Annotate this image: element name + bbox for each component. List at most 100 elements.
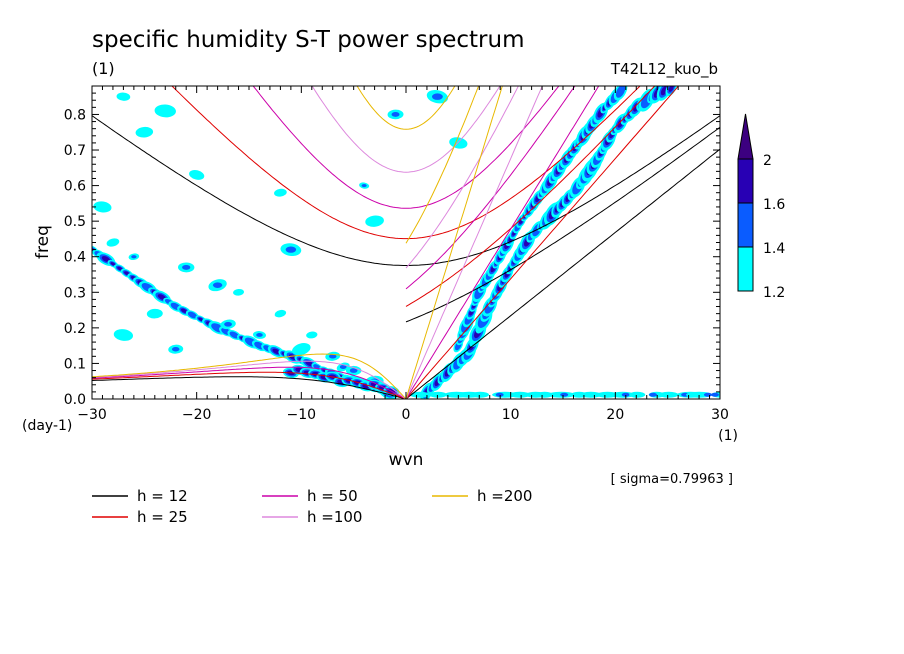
y-tick-label: 0.1 xyxy=(64,356,86,372)
contour-blob xyxy=(349,368,358,373)
y-tick-label: 0.6 xyxy=(64,179,86,195)
dispersion-curve xyxy=(92,360,407,399)
contour-blob xyxy=(274,309,287,318)
dispersion-curve xyxy=(92,115,720,266)
colorbar-label: 1.2 xyxy=(763,285,785,301)
contour-blob xyxy=(106,238,120,247)
contour-blob xyxy=(536,391,553,398)
contour-blob xyxy=(93,201,112,213)
contour-blob xyxy=(117,266,123,271)
x-axis: −30 −20 −10 0 10 20 30 xyxy=(77,86,729,423)
contour-blob xyxy=(409,391,430,398)
contour-blob xyxy=(224,321,232,327)
contour-blob xyxy=(495,392,504,397)
contour-blob xyxy=(256,333,263,337)
dispersion-curve xyxy=(92,366,407,399)
y-tick-label: 0.0 xyxy=(64,392,86,408)
dispersion-curve xyxy=(171,86,641,240)
contour-blob xyxy=(658,391,679,398)
dispersion-curve xyxy=(405,86,519,269)
x-tick-label: −30 xyxy=(77,407,107,423)
dispersion-curve xyxy=(405,86,576,290)
dispersion-curve xyxy=(405,86,656,307)
contour-blob xyxy=(113,329,134,341)
contour-blob xyxy=(116,92,131,101)
contour-blob xyxy=(182,264,191,270)
y-tick-label: 0.5 xyxy=(64,214,86,230)
contour-blob xyxy=(579,391,602,398)
colorbar-segment xyxy=(737,246,754,292)
x-unit-label: (1) xyxy=(718,428,738,444)
legend-label: h =200 xyxy=(477,487,532,505)
contour-blob xyxy=(621,392,630,397)
contour-blob xyxy=(339,364,347,369)
colorbar-label: 1.6 xyxy=(763,197,785,213)
contour-blob xyxy=(361,184,367,188)
contour-blob xyxy=(154,104,176,118)
contour-blob xyxy=(432,93,443,100)
y-tick-label: 0.7 xyxy=(64,143,86,159)
colorbar-segment xyxy=(737,202,754,248)
contour-blob xyxy=(509,391,531,398)
chart-title: specific humidity S-T power spectrum xyxy=(92,27,524,53)
colorbar-label: 2 xyxy=(763,153,772,169)
legend-label: h = 25 xyxy=(137,508,188,526)
dispersion-curve xyxy=(405,86,543,399)
contour-blob xyxy=(198,317,204,322)
contour-blob xyxy=(101,256,111,263)
contour-blob xyxy=(328,354,337,359)
contour-blob xyxy=(703,392,712,397)
dispersion-curves xyxy=(92,86,720,399)
dispersion-curve xyxy=(405,126,720,323)
contour-blob xyxy=(710,392,719,397)
contour-blob xyxy=(212,282,223,288)
contour-blob xyxy=(292,343,311,356)
contour-blob xyxy=(274,188,287,197)
legend: h = 12 h = 25 h = 50 h =100 h =200 xyxy=(92,487,532,526)
dispersion-curve xyxy=(405,86,600,399)
contour-blob xyxy=(187,311,198,319)
x-tick-label: 30 xyxy=(711,407,729,423)
contour-blob xyxy=(229,331,240,339)
contour-blob xyxy=(233,288,245,296)
x-tick-label: −20 xyxy=(182,407,212,423)
dispersion-curve xyxy=(92,353,407,399)
y-tick-label: 0.2 xyxy=(64,321,86,337)
contour-blob xyxy=(471,391,490,398)
legend-label: h =100 xyxy=(307,508,362,526)
dispersion-curve xyxy=(92,376,407,399)
x-axis-title: wvn xyxy=(389,450,424,470)
colorbar-segment xyxy=(737,158,754,204)
contour-blob xyxy=(135,126,154,138)
sigma-annotation: [ sigma=0.79963 ] xyxy=(611,472,733,487)
run-label: T42L12_kuo_b xyxy=(610,60,718,79)
x-tick-label: 0 xyxy=(402,407,411,423)
contour-blob xyxy=(180,308,188,314)
contour-blob xyxy=(189,170,205,180)
dispersion-curve xyxy=(405,86,503,399)
contour-blob xyxy=(306,331,318,339)
y-tick-label: 0.8 xyxy=(64,107,86,123)
dispersion-curve xyxy=(92,371,407,399)
contour-blob xyxy=(560,392,569,397)
colorbar: 1.2 1.4 1.6 2 xyxy=(737,113,785,301)
y-tick-label: 0.3 xyxy=(64,285,86,301)
legend-label: h = 12 xyxy=(137,487,188,505)
contour-blob xyxy=(391,112,400,117)
colorbar-arrow xyxy=(737,113,754,160)
colorbar-label: 1.4 xyxy=(763,241,785,257)
contour-blob xyxy=(649,392,658,397)
dispersion-curve xyxy=(252,86,560,209)
spectral-contours xyxy=(92,86,720,399)
contour-blob xyxy=(305,360,314,367)
contour-blob xyxy=(429,391,447,398)
dispersion-curve xyxy=(356,86,456,130)
dispersion-curve xyxy=(405,86,480,244)
units-label: (1) xyxy=(92,59,115,78)
dispersion-curve xyxy=(405,86,680,399)
y-axis-title: freq xyxy=(33,225,53,259)
contour-blob xyxy=(668,86,674,92)
contour-blob xyxy=(110,262,116,266)
contour-blob xyxy=(629,391,646,398)
